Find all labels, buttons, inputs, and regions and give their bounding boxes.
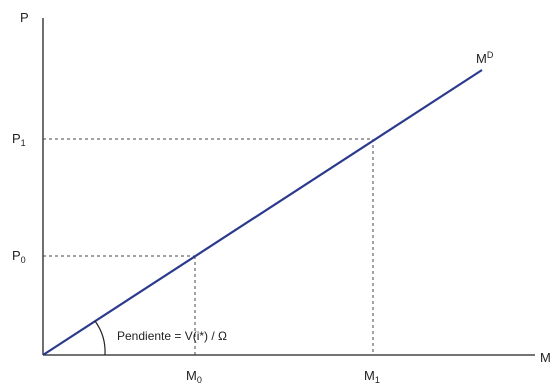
p1-label: P1 (12, 131, 26, 148)
m0-label: M0 (186, 368, 202, 385)
m1-label: M1 (364, 368, 380, 385)
money-demand-line (42, 69, 483, 356)
slope-annotation: Pendiente = V(i*) / Ω (117, 329, 227, 343)
money-demand-label: MD (476, 50, 494, 66)
x-axis-label: M (540, 350, 551, 365)
slope-angle-arc (94, 320, 106, 356)
y-axis-label: P (20, 10, 29, 25)
p0-label: P0 (12, 248, 26, 265)
